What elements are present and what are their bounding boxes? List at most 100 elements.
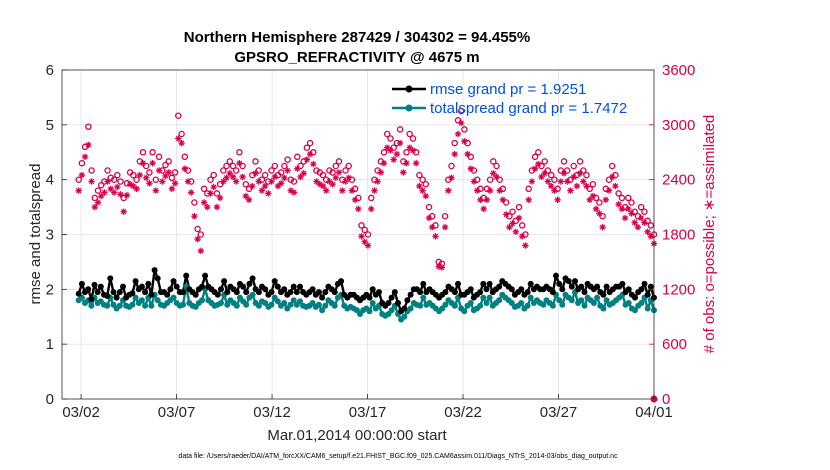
assimilated-obs-point: [358, 233, 365, 240]
asterisk-stroke: [159, 178, 165, 185]
totalspread-point: [625, 300, 632, 306]
rmse-point: [319, 294, 326, 301]
rmse-point: [442, 289, 449, 296]
asterisk-stroke: [149, 160, 156, 166]
totalspread-point: [486, 294, 493, 301]
rmse-point: [104, 292, 111, 299]
assimilated-obs-point: [75, 187, 82, 194]
asterisk-stroke: [516, 215, 522, 221]
assimilated-obs-point: [387, 147, 394, 154]
rmse-point: [151, 267, 158, 274]
asterisk-stroke: [101, 189, 108, 196]
assimilated-obs-point: [223, 174, 230, 182]
asterisk-stroke: [346, 175, 352, 181]
asterisk-stroke: [301, 170, 307, 176]
totalspread-point: [540, 301, 547, 308]
asterisk-stroke: [339, 187, 345, 194]
asterisk-stroke: [313, 178, 320, 185]
assimilated-obs-point: [525, 196, 532, 204]
asterisk-stroke: [400, 169, 406, 176]
possible-obs-point: [133, 176, 140, 183]
rmse-point: [233, 289, 240, 296]
rmse-point: [167, 286, 174, 293]
asterisk-stroke: [535, 161, 541, 167]
asterisk-stroke: [130, 183, 136, 189]
asterisk-stroke: [146, 180, 153, 186]
asterisk-stroke: [503, 211, 509, 218]
legend-rmse-marker: [405, 85, 413, 93]
possible-obs-point: [544, 167, 552, 174]
assimilated-obs-point: [609, 173, 616, 181]
assimilated-obs-point: [207, 190, 214, 197]
possible-obs-point: [551, 176, 558, 183]
totalspread-point: [524, 302, 531, 309]
totalspread-point: [287, 301, 294, 308]
totalspread-point: [129, 301, 136, 308]
totalspread-point: [594, 294, 601, 301]
assimilated-obs-point: [332, 174, 339, 182]
asterisk-stroke: [432, 233, 439, 239]
left-tick-label: 1: [46, 336, 54, 353]
totalspread-point: [388, 307, 395, 314]
assimilated-obs-point: [599, 223, 606, 231]
assimilated-obs-point: [637, 214, 645, 222]
rmse-point: [565, 278, 572, 285]
rmse-point: [142, 289, 149, 296]
assimilated-obs-point: [583, 182, 590, 190]
totalspread-point: [255, 302, 262, 309]
asterisk-stroke: [500, 197, 506, 203]
assimilated-obs-point: [323, 187, 330, 194]
asterisk-stroke: [513, 229, 519, 235]
assimilated-obs-point: [474, 187, 481, 194]
rmse-point: [192, 291, 199, 298]
possible-obs-point: [245, 185, 253, 193]
assimilated-obs-point: [384, 144, 391, 151]
possible-obs-point: [483, 185, 491, 193]
rmse-point: [262, 286, 269, 293]
possible-obs-point: [242, 180, 250, 188]
assimilated-obs-point: [149, 159, 156, 167]
asterisk-stroke: [542, 170, 548, 176]
rmse-point: [486, 280, 493, 287]
asterisk-stroke: [204, 204, 210, 210]
asterisk-stroke: [452, 151, 458, 157]
possible-obs-point: [319, 171, 327, 179]
assimilated-obs-point: [551, 187, 558, 194]
assimilated-obs-point: [123, 191, 131, 199]
possible-obs-point: [210, 171, 217, 179]
assimilated-obs-point: [210, 183, 217, 191]
possible-obs-point: [271, 162, 279, 170]
rmse-point: [290, 283, 297, 290]
assimilated-obs-point: [236, 159, 243, 167]
possible-obs-point: [461, 126, 468, 133]
possible-obs-point: [268, 167, 275, 174]
assimilated-obs-point: [117, 191, 124, 198]
asterisk-stroke: [336, 169, 342, 176]
possible-obs-point: [229, 162, 237, 170]
possible-obs-point: [88, 167, 95, 174]
assimilated-obs-point: [168, 185, 176, 193]
asterisk-stroke: [137, 172, 143, 178]
totalspread-point: [518, 300, 525, 306]
assimilated-obs-point: [268, 178, 275, 185]
totalspread-point: [199, 297, 205, 304]
assimilated-obs-point: [496, 187, 503, 194]
asterisk-stroke: [487, 187, 493, 194]
assimilated-obs-point: [548, 182, 555, 190]
possible-obs-point: [451, 139, 458, 147]
asterisk-stroke: [95, 199, 101, 206]
totalspread-point: [138, 297, 145, 304]
asterisk-stroke: [191, 213, 198, 219]
possible-obs-point: [570, 162, 577, 170]
totalspread-point: [233, 302, 240, 309]
asterisk-stroke: [358, 233, 365, 239]
totalspread-point: [268, 301, 275, 308]
assimilated-obs-point: [499, 196, 507, 204]
rmse-point: [603, 283, 610, 290]
possible-obs-point: [213, 190, 221, 197]
asterisk-stroke: [272, 174, 278, 180]
asterisk-stroke: [329, 181, 336, 187]
assimilated-obs-point: [528, 178, 536, 185]
assimilated-obs-point: [81, 153, 89, 161]
asterisk-stroke: [326, 178, 333, 185]
